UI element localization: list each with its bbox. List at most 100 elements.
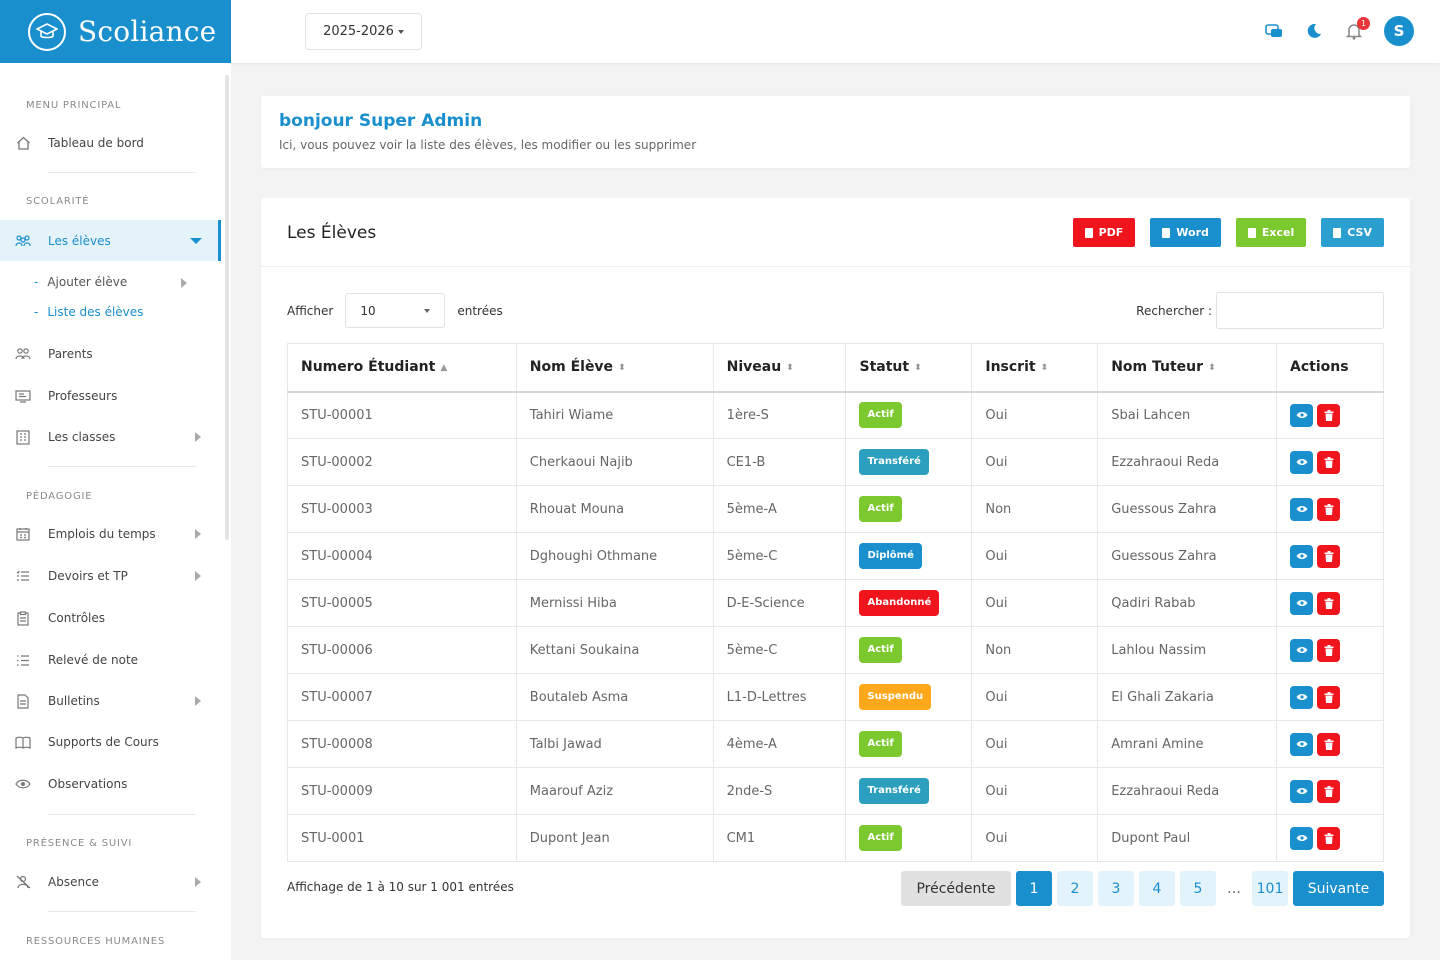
sidebar-item-devoirs[interactable]: Devoirs et TP (0, 557, 221, 595)
column-header[interactable]: Niveau ⬍ (712, 343, 847, 393)
delete-button[interactable] (1317, 638, 1341, 662)
view-button[interactable] (1290, 685, 1314, 709)
delete-button[interactable] (1317, 826, 1341, 850)
sidebar-item-label: Les classes (48, 430, 116, 444)
page-button-last[interactable]: 101 (1252, 871, 1288, 906)
view-button[interactable] (1290, 732, 1314, 756)
greeting-subtitle: Ici, vous pouvez voir la liste des élève… (279, 138, 697, 152)
table-cell: D-E-Science (712, 579, 846, 627)
page-button-4[interactable]: 4 (1139, 871, 1175, 906)
eye-icon (1296, 459, 1308, 465)
export-word-button[interactable]: Word (1150, 218, 1221, 247)
sidebar-subitem-list-eleves[interactable]: - Liste des élèves (34, 305, 144, 319)
actions-cell (1276, 814, 1384, 862)
sidebar-item-observations[interactable]: Observations (0, 765, 221, 803)
column-header[interactable]: Statut ⬍ (845, 343, 973, 393)
column-header-label: Nom Tuteur (1111, 359, 1204, 376)
moon-icon[interactable] (1304, 21, 1324, 41)
sidebar-item-classes[interactable]: Les classes (0, 418, 221, 456)
column-header[interactable]: Numero Étudiant ▲ (287, 343, 517, 393)
delete-button[interactable] (1317, 497, 1341, 521)
column-header[interactable]: Nom Tuteur ⬍ (1097, 343, 1278, 393)
sidebar-item-releve[interactable]: Relevé de note (0, 641, 221, 679)
table-row: STU-00001 Tahiri Wiame 1ère-S Actif Oui Sbai … (287, 391, 1384, 439)
sidebar-item-dashboard[interactable]: Tableau de bord (0, 124, 221, 162)
delete-button[interactable] (1317, 779, 1341, 803)
export-pdf-button[interactable]: PDF (1072, 218, 1136, 247)
eye-icon (1296, 788, 1308, 794)
export-csv-button[interactable]: CSV (1321, 218, 1384, 247)
sidebar-subitem-add-eleve[interactable]: - Ajouter élève (34, 275, 187, 289)
messages-icon[interactable] (1264, 21, 1284, 41)
sidebar-item-supports[interactable]: Supports de Cours (0, 723, 221, 761)
delete-button[interactable] (1317, 732, 1341, 756)
sort-icon: ⬍ (618, 363, 626, 374)
export-excel-button[interactable]: Excel (1235, 218, 1307, 247)
page-title: Les Élèves (287, 223, 377, 243)
view-button[interactable] (1290, 450, 1314, 474)
table-cell: STU-00005 (287, 579, 517, 627)
table-row: STU-00002 Cherkaoui Najib CE1-B Transféré Ou… (287, 438, 1384, 486)
delete-button[interactable] (1317, 403, 1341, 427)
sidebar-item-emplois[interactable]: Emplois du temps (0, 515, 221, 553)
sidebar-item-label: Bulletins (48, 694, 100, 708)
page-length-select[interactable]: 10 (345, 293, 446, 328)
actions-cell (1276, 767, 1384, 815)
sidebar-scrollbar[interactable] (225, 75, 229, 540)
view-button[interactable] (1290, 497, 1314, 521)
sidebar-item-bulletins[interactable]: Bulletins (0, 682, 221, 720)
section-presence: PRÉSENCE & SUIVI (26, 838, 133, 849)
table-cell: Maarouf Aziz (515, 767, 714, 815)
search-input[interactable] (1216, 292, 1384, 329)
sort-icon: ⬍ (786, 363, 794, 374)
table-cell: 5ème-C (712, 626, 846, 674)
sidebar-item-controles[interactable]: Contrôles (0, 599, 221, 637)
view-button[interactable] (1290, 591, 1314, 615)
brand-logo[interactable]: Scoliance (0, 0, 231, 63)
page-button-2[interactable]: 2 (1057, 871, 1093, 906)
column-header[interactable]: Nom Élève ⬍ (515, 343, 714, 393)
column-header[interactable]: Inscrit ⬍ (971, 343, 1099, 393)
bell-icon[interactable]: 1 (1344, 17, 1370, 41)
sidebar-item-label: Contrôles (48, 611, 106, 625)
caret-right-icon (195, 432, 201, 442)
school-year-select[interactable]: 2025-2026 (305, 13, 422, 50)
actions-cell (1276, 438, 1384, 486)
delete-button[interactable] (1317, 591, 1341, 615)
view-button[interactable] (1290, 826, 1314, 850)
page-button-5[interactable]: 5 (1180, 871, 1216, 906)
status-badge: Actif (859, 402, 902, 429)
page-button-1[interactable]: 1 (1016, 871, 1052, 906)
notification-badge: 1 (1357, 17, 1370, 30)
previous-page-button[interactable]: Précédente (901, 871, 1011, 906)
actions-cell (1276, 532, 1384, 580)
table-cell: 1ère-S (712, 391, 846, 439)
trash-icon (1324, 785, 1334, 797)
view-button[interactable] (1290, 638, 1314, 662)
sidebar-subitem-label: Liste des élèves (47, 305, 144, 319)
sidebar-item-parents[interactable]: Parents (0, 335, 221, 373)
delete-button[interactable] (1317, 544, 1341, 568)
sidebar-item-absence[interactable]: Absence (0, 863, 221, 901)
avatar[interactable]: S (1384, 16, 1414, 46)
next-page-button[interactable]: Suivante (1293, 871, 1384, 906)
sidebar-item-professeurs[interactable]: Professeurs (0, 377, 221, 415)
view-button[interactable] (1290, 544, 1314, 568)
table-cell: Oui (971, 767, 1098, 815)
delete-button[interactable] (1317, 450, 1341, 474)
status-badge: Transféré (859, 778, 929, 804)
status-cell: Abandonné (845, 579, 972, 627)
page-button-3[interactable]: 3 (1098, 871, 1134, 906)
view-button[interactable] (1290, 779, 1314, 803)
view-button[interactable] (1290, 403, 1314, 427)
table-cell: Oui (971, 579, 1098, 627)
table-row: STU-00005 Mernissi Hiba D-E-Science Abandon… (287, 579, 1384, 627)
eye-icon (1296, 835, 1308, 841)
delete-button[interactable] (1317, 685, 1341, 709)
table-cell: CM1 (712, 814, 846, 862)
trash-icon (1324, 738, 1334, 750)
sidebar-item-eleves[interactable]: Les élèves (0, 220, 221, 261)
table-cell: Mernissi Hiba (515, 579, 714, 627)
table-cell: STU-00002 (287, 438, 517, 486)
section-ressources-humaines: RESSOURCES HUMAINES (26, 936, 166, 947)
